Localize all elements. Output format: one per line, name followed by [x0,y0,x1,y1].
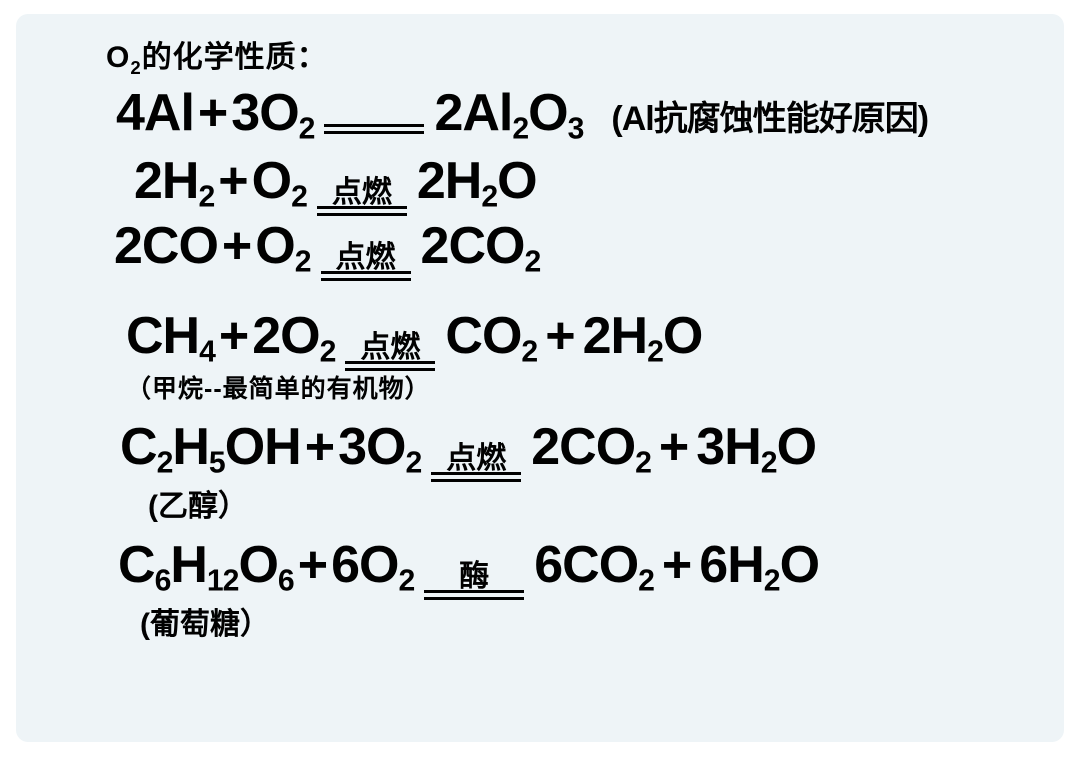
eq5-rhs1: 2CO2 [531,421,651,479]
reaction-arrow [314,124,434,134]
plus-icon: + [537,310,582,362]
equation-5: C2H5OH + 3O2 点燃 2CO2 + 3H2O [120,421,1034,479]
reaction-arrow: 点燃 [307,178,417,216]
eq2-lhs2: O2 [252,155,307,213]
eq2-lhs1: 2H2 [134,155,214,213]
eq6-condition: 酶 [459,562,489,592]
eq3-condition: 点燃 [336,243,396,273]
eq4-condition: 点燃 [360,333,420,363]
eq4-rhs2: 2H2O [583,310,703,368]
eq1-lhs2: 3O2 [231,87,314,145]
reaction-arrow: 点燃 [311,243,421,281]
eq4-note: （甲烷--最简单的有机物） [126,369,1034,405]
eq6-rhs1: 6CO2 [534,539,654,597]
eq5-rhs2: 3H2O [696,421,816,479]
eq4-rhs1: CO2 [445,310,537,368]
eq5-note: (乙醇） [148,481,1034,525]
equation-4: CH4 + 2O2 点燃 CO2 + 2H2O [126,310,1034,368]
plus-icon: + [218,220,255,272]
plus-icon: + [215,310,252,362]
equation-3: 2CO + O2 点燃 2CO2 [114,220,1034,278]
eq6-rhs2: 6H2O [699,539,819,597]
plus-icon: + [294,539,331,591]
eq4-lhs2: 2O2 [252,310,335,368]
eq6-lhs1: C6H12O6 [118,539,294,597]
plus-icon: + [654,539,699,591]
slide-title: O2的化学性质： [106,32,1034,79]
plus-icon: + [651,421,696,473]
eq5-lhs2: 3O2 [338,421,421,479]
plus-icon: + [301,421,338,473]
equation-6: C6H12O6 + 6O2 酶 6CO2 + 6H2O [118,539,1034,597]
eq5-condition: 点燃 [446,444,506,474]
eq2-condition: 点燃 [332,178,392,208]
eq2-rhs: 2H2O [417,155,537,213]
eq3-lhs2: O2 [255,220,310,278]
eq1-lhs1: 4Al [116,87,194,139]
plus-icon: + [214,155,251,207]
eq6-note: (葡萄糖） [140,599,1034,643]
eq4-lhs1: CH4 [126,310,215,368]
reaction-arrow: 点燃 [335,333,445,371]
eq5-lhs1: C2H5OH [120,421,301,479]
equation-2: 2H2 + O2 点燃 2H2O [134,155,1034,213]
reaction-arrow: 点燃 [421,444,531,482]
eq1-rhs: 2Al2O3 [434,87,583,145]
eq3-lhs1: 2CO [114,220,218,272]
eq6-lhs2: 6O2 [331,539,414,597]
eq3-rhs: 2CO2 [421,220,541,278]
eq1-comment: (Al抗腐蚀性能好原因) [611,102,928,136]
plus-icon: + [194,87,231,139]
slide-card: O2的化学性质： 4Al + 3O2 2Al2O3 (Al抗腐蚀性能好原因) 2… [16,14,1064,742]
equation-1: 4Al + 3O2 2Al2O3 (Al抗腐蚀性能好原因) [116,87,1034,145]
reaction-arrow: 酶 [414,562,534,600]
